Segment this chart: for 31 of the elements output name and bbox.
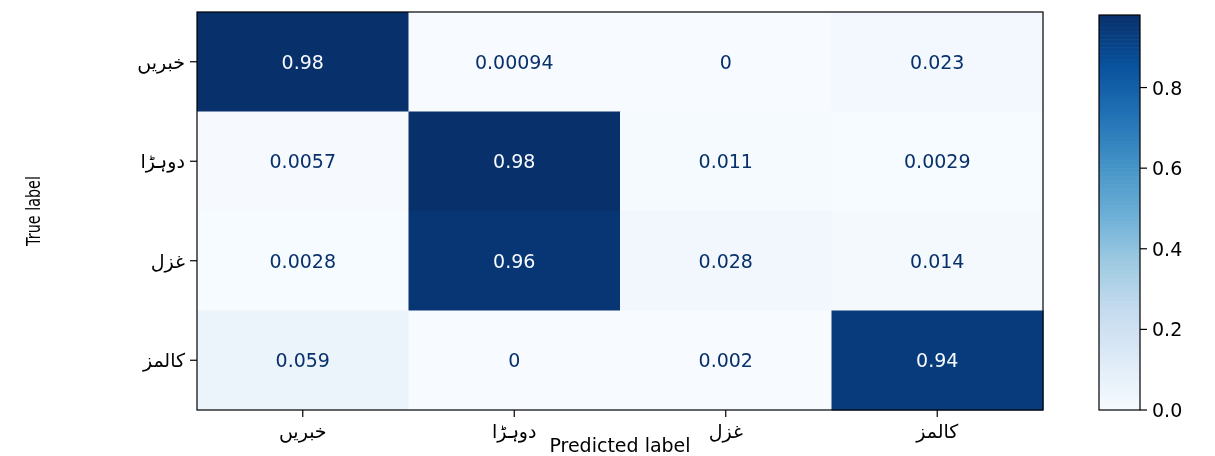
- color-bar-label: 0.6: [1152, 157, 1183, 180]
- color-bar-label: 0.2: [1152, 318, 1183, 341]
- x-tick-label: دوہڑا: [492, 420, 537, 443]
- y-tick-label: کالمز: [141, 349, 186, 373]
- data-label: 0: [508, 349, 521, 372]
- data-label: 0.94: [916, 349, 959, 372]
- y-tick-label: غزل: [150, 249, 186, 273]
- color-bar-label: 0.8: [1152, 76, 1183, 99]
- data-label: 0.0028: [269, 249, 336, 272]
- data-label: 0.011: [698, 150, 753, 173]
- data-label: 0.002: [698, 349, 753, 372]
- data-label: 0.96: [493, 249, 536, 272]
- color-bar-label: 0.0: [1152, 399, 1183, 421]
- data-label: 0.059: [275, 349, 330, 372]
- y-axis-title: True label: [21, 176, 45, 247]
- x-tick-label: غزل: [708, 420, 743, 443]
- data-label: 0.98: [281, 50, 324, 73]
- data-label: 0.014: [910, 249, 965, 272]
- color-bar-label: 0.4: [1152, 237, 1183, 260]
- data-label: 0.023: [910, 50, 965, 73]
- y-tick-label: دوہڑا: [140, 150, 185, 174]
- data-label: 0: [719, 50, 732, 73]
- x-tick-label: کالمز: [915, 420, 960, 443]
- data-label: 0.0029: [904, 150, 971, 173]
- data-label: 0.028: [698, 249, 753, 272]
- y-tick-label: خبریں: [137, 50, 185, 74]
- data-label: 0.00094: [474, 50, 554, 73]
- x-axis-title: Predicted label: [549, 434, 691, 456]
- x-tick-label: خبریں: [278, 420, 327, 443]
- data-label: 0.98: [493, 150, 536, 173]
- data-label: 0.0057: [269, 150, 336, 173]
